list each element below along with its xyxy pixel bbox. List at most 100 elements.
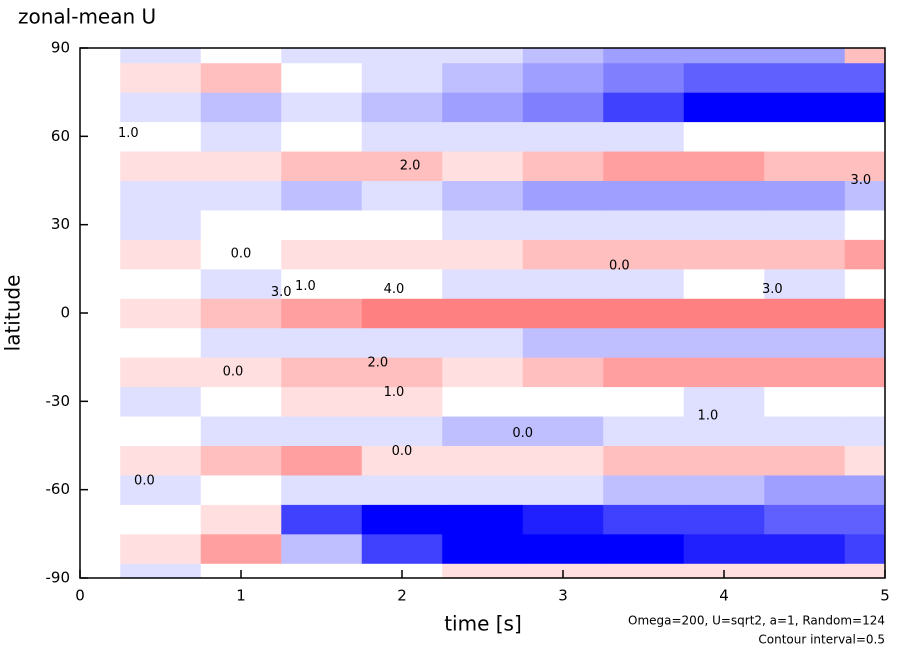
cell bbox=[200, 151, 282, 181]
x-tick-label: 3 bbox=[558, 587, 568, 605]
cell bbox=[80, 48, 121, 64]
cell bbox=[442, 357, 524, 388]
y-tick-label: -90 bbox=[46, 569, 71, 587]
cell bbox=[120, 48, 202, 64]
cell bbox=[442, 563, 524, 578]
cell bbox=[764, 180, 846, 211]
cell bbox=[361, 474, 443, 505]
cell bbox=[80, 62, 121, 93]
cell bbox=[120, 386, 202, 417]
cell bbox=[281, 180, 363, 211]
cell bbox=[281, 445, 363, 476]
cell bbox=[522, 474, 604, 505]
cell bbox=[361, 180, 443, 211]
cell bbox=[80, 563, 121, 578]
cell bbox=[120, 62, 202, 93]
cell bbox=[764, 533, 846, 564]
cell bbox=[200, 48, 282, 64]
cell bbox=[683, 504, 765, 535]
cell bbox=[603, 533, 685, 564]
cell bbox=[764, 386, 846, 417]
overlay: 2.0 4.0 3.0 2.0 0.0 0.0 0.0 0.0 1.0 0.0 1.0 1.0 1.0 0… bbox=[46, 39, 890, 605]
cell bbox=[603, 357, 685, 388]
cell bbox=[522, 209, 604, 240]
cell bbox=[281, 121, 363, 152]
contour-label: 0.0 bbox=[609, 258, 630, 273]
x-axis-label: time [s] bbox=[444, 612, 522, 636]
cell bbox=[80, 92, 121, 123]
cell bbox=[120, 151, 202, 181]
cell bbox=[442, 386, 524, 417]
cell bbox=[683, 239, 765, 270]
cell bbox=[120, 121, 202, 152]
cell bbox=[442, 533, 524, 564]
cell bbox=[120, 268, 202, 299]
cell bbox=[844, 504, 885, 535]
cell bbox=[281, 48, 363, 64]
cell bbox=[281, 357, 363, 388]
cell bbox=[80, 327, 121, 358]
cell bbox=[442, 268, 524, 299]
contour-label: 1.0 bbox=[118, 126, 139, 141]
cell bbox=[120, 239, 202, 270]
cell bbox=[120, 416, 202, 446]
cell bbox=[603, 151, 685, 181]
cell bbox=[281, 563, 363, 578]
cell bbox=[120, 474, 202, 505]
contour-label: 1.0 bbox=[698, 409, 719, 424]
cell bbox=[764, 209, 846, 240]
cell bbox=[844, 386, 885, 417]
cell bbox=[522, 239, 604, 270]
cell bbox=[80, 268, 121, 299]
cell bbox=[603, 445, 685, 476]
contour-label: 0.0 bbox=[512, 426, 533, 441]
cell bbox=[764, 151, 846, 181]
field bbox=[80, 48, 885, 578]
y-tick-label: -30 bbox=[46, 392, 71, 410]
cell bbox=[281, 298, 363, 329]
cell bbox=[764, 268, 846, 299]
cell bbox=[764, 239, 846, 270]
x-tick-label: 2 bbox=[397, 587, 407, 605]
cell bbox=[361, 268, 443, 299]
cell bbox=[361, 92, 443, 123]
cell bbox=[80, 151, 121, 181]
cell bbox=[361, 533, 443, 564]
cell bbox=[361, 62, 443, 93]
cell bbox=[683, 121, 765, 152]
cell bbox=[442, 445, 524, 476]
cell bbox=[844, 209, 885, 240]
cell bbox=[200, 504, 282, 535]
cell bbox=[80, 357, 121, 388]
cell bbox=[442, 151, 524, 181]
cell bbox=[442, 209, 524, 240]
cell bbox=[281, 268, 363, 299]
contour-label: 2.0 bbox=[368, 356, 389, 371]
note: Contour interval=0.5 bbox=[758, 633, 885, 647]
cell bbox=[120, 504, 202, 535]
cell bbox=[281, 92, 363, 123]
cell bbox=[281, 416, 363, 446]
cell bbox=[844, 445, 885, 476]
cell bbox=[603, 386, 685, 417]
x-tick-label: 5 bbox=[880, 587, 890, 605]
cell bbox=[200, 268, 282, 299]
x-tick-label: 4 bbox=[719, 587, 729, 605]
cell bbox=[522, 386, 604, 417]
cell bbox=[522, 180, 604, 211]
cell bbox=[80, 504, 121, 535]
cell bbox=[844, 268, 885, 299]
cell bbox=[683, 474, 765, 505]
contour-label: 0.0 bbox=[231, 247, 252, 262]
cell bbox=[522, 445, 604, 476]
cell bbox=[764, 416, 846, 446]
cell bbox=[361, 445, 443, 476]
cell bbox=[603, 298, 685, 329]
cell bbox=[764, 563, 846, 578]
cell bbox=[120, 445, 202, 476]
cell bbox=[281, 239, 363, 270]
y-tick-label: 90 bbox=[51, 39, 70, 57]
cell bbox=[522, 121, 604, 152]
cell bbox=[844, 533, 885, 564]
